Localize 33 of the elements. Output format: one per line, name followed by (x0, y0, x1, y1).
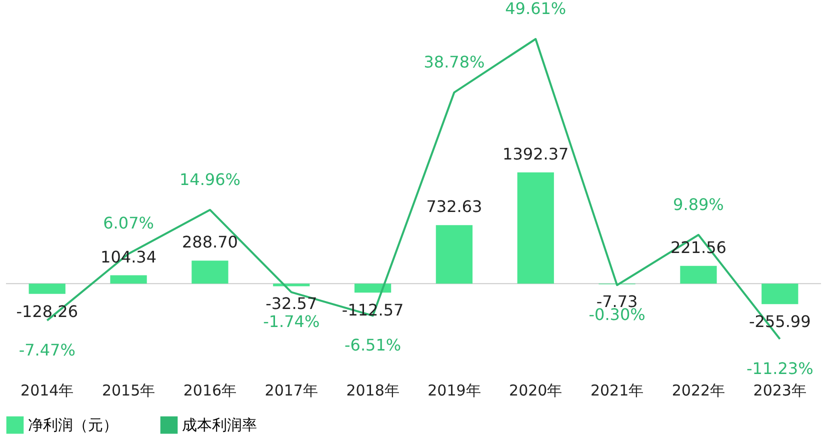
data-label: 38.78% (424, 52, 485, 72)
data-label: -6.51% (344, 336, 402, 355)
data-label: 732.63 (426, 197, 482, 216)
x-tick-label: 2022年 (672, 382, 726, 400)
data-label: -11.23% (746, 359, 814, 378)
data-label: 6.07% (103, 214, 154, 233)
bar (192, 260, 228, 284)
bar (680, 266, 717, 284)
data-label: -7.47% (18, 340, 76, 360)
bar (28, 284, 66, 294)
x-tick-label: 2016年 (183, 382, 237, 400)
x-tick-label: 2018年 (346, 382, 400, 400)
data-label: 14.96% (179, 170, 240, 189)
data-label: 1392.37 (502, 144, 569, 164)
bar (436, 225, 473, 284)
data-label: 288.70 (182, 232, 238, 252)
x-tick-label: 2023年 (753, 382, 806, 400)
data-label: 9.89% (673, 194, 724, 214)
bar (110, 275, 147, 284)
bar (517, 172, 554, 284)
x-tick-label: 2015年 (102, 382, 156, 400)
legend-label: 净利润（元） (28, 416, 118, 434)
data-label: -1.74% (263, 312, 320, 332)
x-tick-label: 2020年 (509, 382, 562, 400)
x-tick-label: 2019年 (428, 382, 481, 400)
legend-label: 成本利润率 (182, 416, 257, 434)
bar (762, 284, 798, 304)
x-tick-label: 2014年 (20, 382, 74, 400)
data-label: -32.57 (266, 294, 318, 314)
bar (354, 284, 392, 293)
x-tick-label: 2021年 (590, 382, 644, 400)
x-tick-label: 2017年 (264, 382, 318, 400)
data-label: 49.61% (505, 0, 566, 18)
